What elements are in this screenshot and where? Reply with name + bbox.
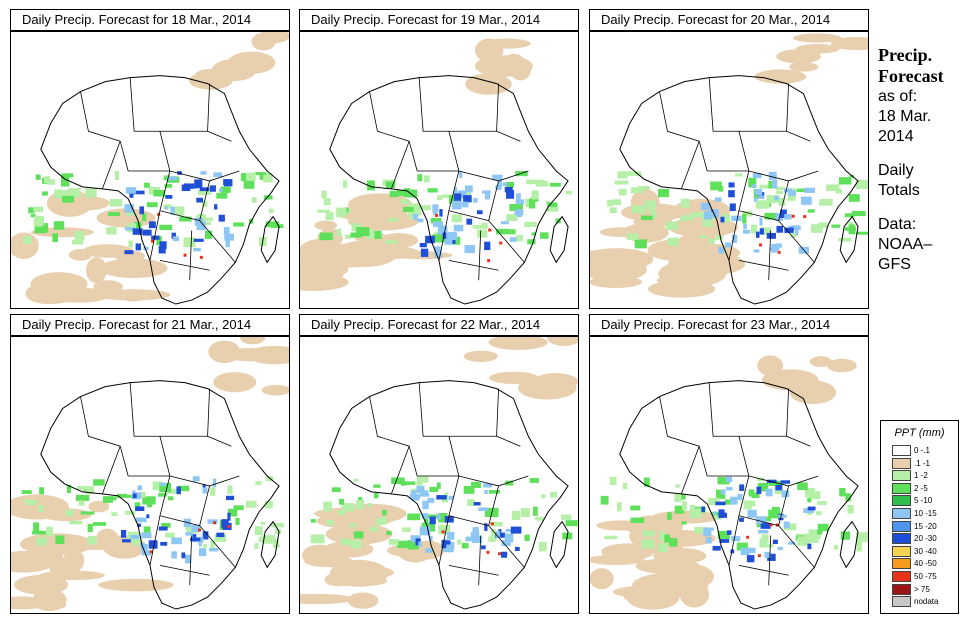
panel-title: Daily Precip. Forecast for 19 Mar., 2014 <box>299 9 579 31</box>
legend-label: .1 -1 <box>914 458 931 468</box>
legend-item: nodata <box>892 596 954 608</box>
legend-item: 10 -15 <box>892 508 954 519</box>
legend-label: 15 -20 <box>914 521 937 531</box>
legend-label: > 75 <box>914 584 930 594</box>
forecast-panel: Daily Precip. Forecast for 22 Mar., 2014 <box>299 314 581 614</box>
sidebar-heading-2: Forecast <box>878 66 944 86</box>
forecast-panel: Daily Precip. Forecast for 23 Mar., 2014 <box>589 314 871 614</box>
legend-item: 0 -.1 <box>892 445 954 456</box>
legend-item: > 75 <box>892 583 954 595</box>
legend-label: 10 -15 <box>914 509 937 518</box>
panel-title: Daily Precip. Forecast for 20 Mar., 2014 <box>589 9 869 31</box>
panel-title: Daily Precip. Forecast for 18 Mar., 2014 <box>10 9 290 31</box>
asof-3: 2014 <box>878 128 914 145</box>
data-1: Data: <box>878 216 917 233</box>
legend-label: 30 -40 <box>914 546 937 556</box>
legend-item: 1 -2 <box>892 470 954 482</box>
asof-1: as of: <box>878 88 918 105</box>
panel-title: Daily Precip. Forecast for 23 Mar., 2014 <box>589 314 869 336</box>
legend-swatch <box>892 445 911 456</box>
legend-swatch <box>892 533 911 545</box>
precip-legend: PPT (mm) 0 -.1 .1 -1 1 -2 2 -5 5 -10 10 -15 15… <box>880 420 959 614</box>
forecast-panel: Daily Precip. Forecast for 20 Mar., 2014 <box>589 9 871 309</box>
forecast-panel: Daily Precip. Forecast for 21 Mar., 2014 <box>10 314 292 614</box>
legend-swatch <box>892 545 911 557</box>
legend-swatch <box>892 558 911 570</box>
legend-item: 50 -75 <box>892 571 954 582</box>
legend-swatch <box>892 495 911 507</box>
legend-swatch <box>892 520 911 532</box>
legend-swatch <box>892 482 911 494</box>
panel-title: Daily Precip. Forecast for 21 Mar., 2014 <box>10 314 290 336</box>
forecast-panel: Daily Precip. Forecast for 19 Mar., 2014 <box>299 9 581 309</box>
legend-item: 15 -20 <box>892 520 954 532</box>
legend-swatch <box>892 571 911 582</box>
legend-label: 0 -.1 <box>914 446 931 455</box>
legend-swatch <box>892 583 911 595</box>
forecast-panel: Daily Precip. Forecast for 18 Mar., 2014 <box>10 9 292 309</box>
legend-item: 5 -10 <box>892 495 954 507</box>
precip-map <box>589 31 869 309</box>
precip-map <box>589 336 869 614</box>
sidebar-info: Precip. Forecast as of: 18 Mar. 2014 Dai… <box>878 45 963 275</box>
legend-label: 1 -2 <box>914 471 928 481</box>
precip-map <box>299 336 579 614</box>
legend-item: 20 -30 <box>892 533 954 545</box>
legend-swatch <box>892 596 911 608</box>
legend-label: nodata <box>914 597 939 607</box>
legend-swatch <box>892 470 911 482</box>
precip-map <box>10 31 290 309</box>
data-2: NOAA– <box>878 236 933 253</box>
legend-swatch <box>892 508 911 519</box>
sidebar-heading-1: Precip. <box>878 45 933 65</box>
legend-label: 20 -30 <box>914 534 937 544</box>
precip-map <box>10 336 290 614</box>
legend-title: PPT (mm) <box>894 427 945 439</box>
legend-label: 40 -50 <box>914 559 937 569</box>
legend-swatch <box>892 457 911 469</box>
legend-item: 30 -40 <box>892 545 954 557</box>
legend-item: 2 -5 <box>892 482 954 494</box>
data-3: GFS <box>878 256 911 273</box>
legend-item: 40 -50 <box>892 558 954 570</box>
legend-label: 2 -5 <box>914 483 928 493</box>
legend-label: 50 -75 <box>914 572 937 581</box>
precip-map <box>299 31 579 309</box>
legend-label: 5 -10 <box>914 496 933 506</box>
panel-title: Daily Precip. Forecast for 22 Mar., 2014 <box>299 314 579 336</box>
totals-1: Daily <box>878 162 914 179</box>
legend-item: .1 -1 <box>892 457 954 469</box>
totals-2: Totals <box>878 182 920 199</box>
asof-2: 18 Mar. <box>878 108 932 125</box>
